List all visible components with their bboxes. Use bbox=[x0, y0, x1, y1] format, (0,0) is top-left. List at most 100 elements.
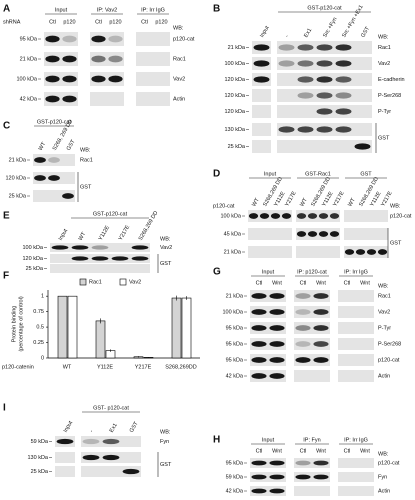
blot-strip bbox=[294, 290, 330, 302]
lane-label: Y217E bbox=[284, 190, 298, 208]
blot-strip bbox=[90, 52, 124, 66]
blot-strip bbox=[294, 354, 330, 366]
lane-label: - bbox=[284, 34, 290, 39]
band bbox=[251, 309, 267, 315]
group-header: GST-Rac1 bbox=[305, 171, 331, 177]
band bbox=[354, 143, 371, 150]
x-axis-label: p120-catenin bbox=[2, 364, 34, 370]
wb-label: WB: bbox=[80, 147, 91, 153]
panel-label: C bbox=[3, 121, 10, 132]
band bbox=[269, 357, 285, 363]
blot-label: p120-cat bbox=[378, 460, 400, 466]
blot-strip bbox=[70, 264, 150, 273]
y-tick-label: 0 bbox=[41, 355, 44, 361]
lane-label: - bbox=[89, 429, 95, 434]
blot-strip bbox=[294, 486, 330, 496]
band bbox=[253, 60, 270, 67]
band bbox=[248, 213, 259, 219]
blot-strip bbox=[81, 466, 141, 477]
size-marker: 95 kDa bbox=[226, 325, 244, 331]
y-tick-label: 0.25 bbox=[33, 340, 44, 346]
band bbox=[329, 213, 340, 219]
band bbox=[71, 256, 89, 261]
band bbox=[335, 44, 352, 51]
lane-label: Ctl bbox=[49, 19, 56, 25]
size-marker: 95 kDa bbox=[226, 341, 244, 347]
wb-label: WB: bbox=[160, 236, 171, 242]
band bbox=[329, 231, 340, 237]
y-axis-label: Protein binding bbox=[11, 306, 17, 343]
group-header: IP: Irr IgG bbox=[141, 7, 165, 13]
lane-label: GST bbox=[129, 420, 140, 433]
band bbox=[51, 245, 69, 250]
wb-label: WB: bbox=[390, 203, 401, 209]
panel-label: D bbox=[213, 169, 220, 180]
band bbox=[269, 474, 285, 480]
panel-label: A bbox=[3, 4, 10, 15]
lane-label: WT bbox=[38, 141, 48, 152]
lane-label: Input bbox=[63, 420, 75, 434]
group-header: Input bbox=[55, 7, 68, 13]
size-marker: 120 kDa bbox=[6, 175, 27, 181]
blot-strip bbox=[344, 246, 388, 258]
blot-strip bbox=[44, 72, 78, 86]
blot-strip bbox=[55, 452, 75, 463]
blot-label: Vav2 bbox=[378, 61, 390, 67]
y-tick-label: 1 bbox=[41, 294, 44, 300]
band bbox=[316, 126, 333, 133]
band bbox=[313, 460, 329, 466]
band bbox=[297, 92, 314, 99]
band bbox=[91, 256, 109, 261]
bar bbox=[95, 320, 106, 359]
lane-label: Ctl bbox=[256, 448, 263, 454]
group-header: Input bbox=[264, 171, 277, 177]
bar bbox=[171, 297, 182, 359]
size-marker: 25 kDa bbox=[228, 144, 246, 150]
band bbox=[71, 245, 89, 250]
band bbox=[313, 341, 329, 347]
size-marker: 25 kDa bbox=[31, 469, 49, 475]
size-marker: 45 kDa bbox=[224, 231, 242, 237]
blot-label: Rac1 bbox=[80, 157, 93, 163]
band bbox=[269, 460, 285, 466]
band bbox=[269, 488, 285, 494]
band bbox=[296, 213, 307, 219]
band bbox=[335, 108, 352, 115]
band bbox=[108, 35, 123, 43]
blot-strip bbox=[250, 354, 286, 366]
band bbox=[278, 126, 295, 133]
size-marker: 120 kDa bbox=[23, 256, 44, 262]
band bbox=[45, 35, 60, 43]
size-marker: 59 kDa bbox=[31, 439, 49, 445]
blot-strip bbox=[296, 228, 340, 240]
size-marker: 21 kDa bbox=[226, 293, 244, 299]
y-tick-label: 0.75 bbox=[33, 309, 44, 315]
lane-label: Ctl bbox=[344, 448, 351, 454]
band bbox=[297, 76, 314, 83]
blot-strip bbox=[296, 246, 340, 258]
band bbox=[91, 35, 106, 43]
band bbox=[307, 213, 318, 219]
band bbox=[355, 249, 366, 255]
blot-strip bbox=[294, 322, 330, 334]
blot-label: Vav2 bbox=[378, 309, 390, 315]
blot-label: GST bbox=[160, 261, 172, 267]
lane-label: WT bbox=[299, 197, 309, 208]
lane-label: Input bbox=[259, 25, 271, 39]
blot-strip bbox=[33, 190, 75, 202]
group-header: GST-p120-cat bbox=[93, 211, 128, 217]
size-marker: 21 kDa bbox=[9, 157, 27, 163]
legend-label: Vav2 bbox=[129, 279, 141, 285]
blot-strip bbox=[250, 472, 286, 482]
lane-label: p120 bbox=[155, 19, 167, 25]
bar bbox=[181, 297, 192, 359]
blot-strip bbox=[136, 92, 170, 106]
band bbox=[335, 92, 352, 99]
lane-label: WT bbox=[78, 231, 88, 242]
size-marker: 21 kDa bbox=[224, 249, 242, 255]
blot-strip bbox=[294, 338, 330, 350]
blot-strip bbox=[136, 72, 170, 86]
band bbox=[45, 55, 60, 63]
legend-label: Rac1 bbox=[89, 279, 102, 285]
size-marker: 21 kDa bbox=[20, 56, 38, 62]
